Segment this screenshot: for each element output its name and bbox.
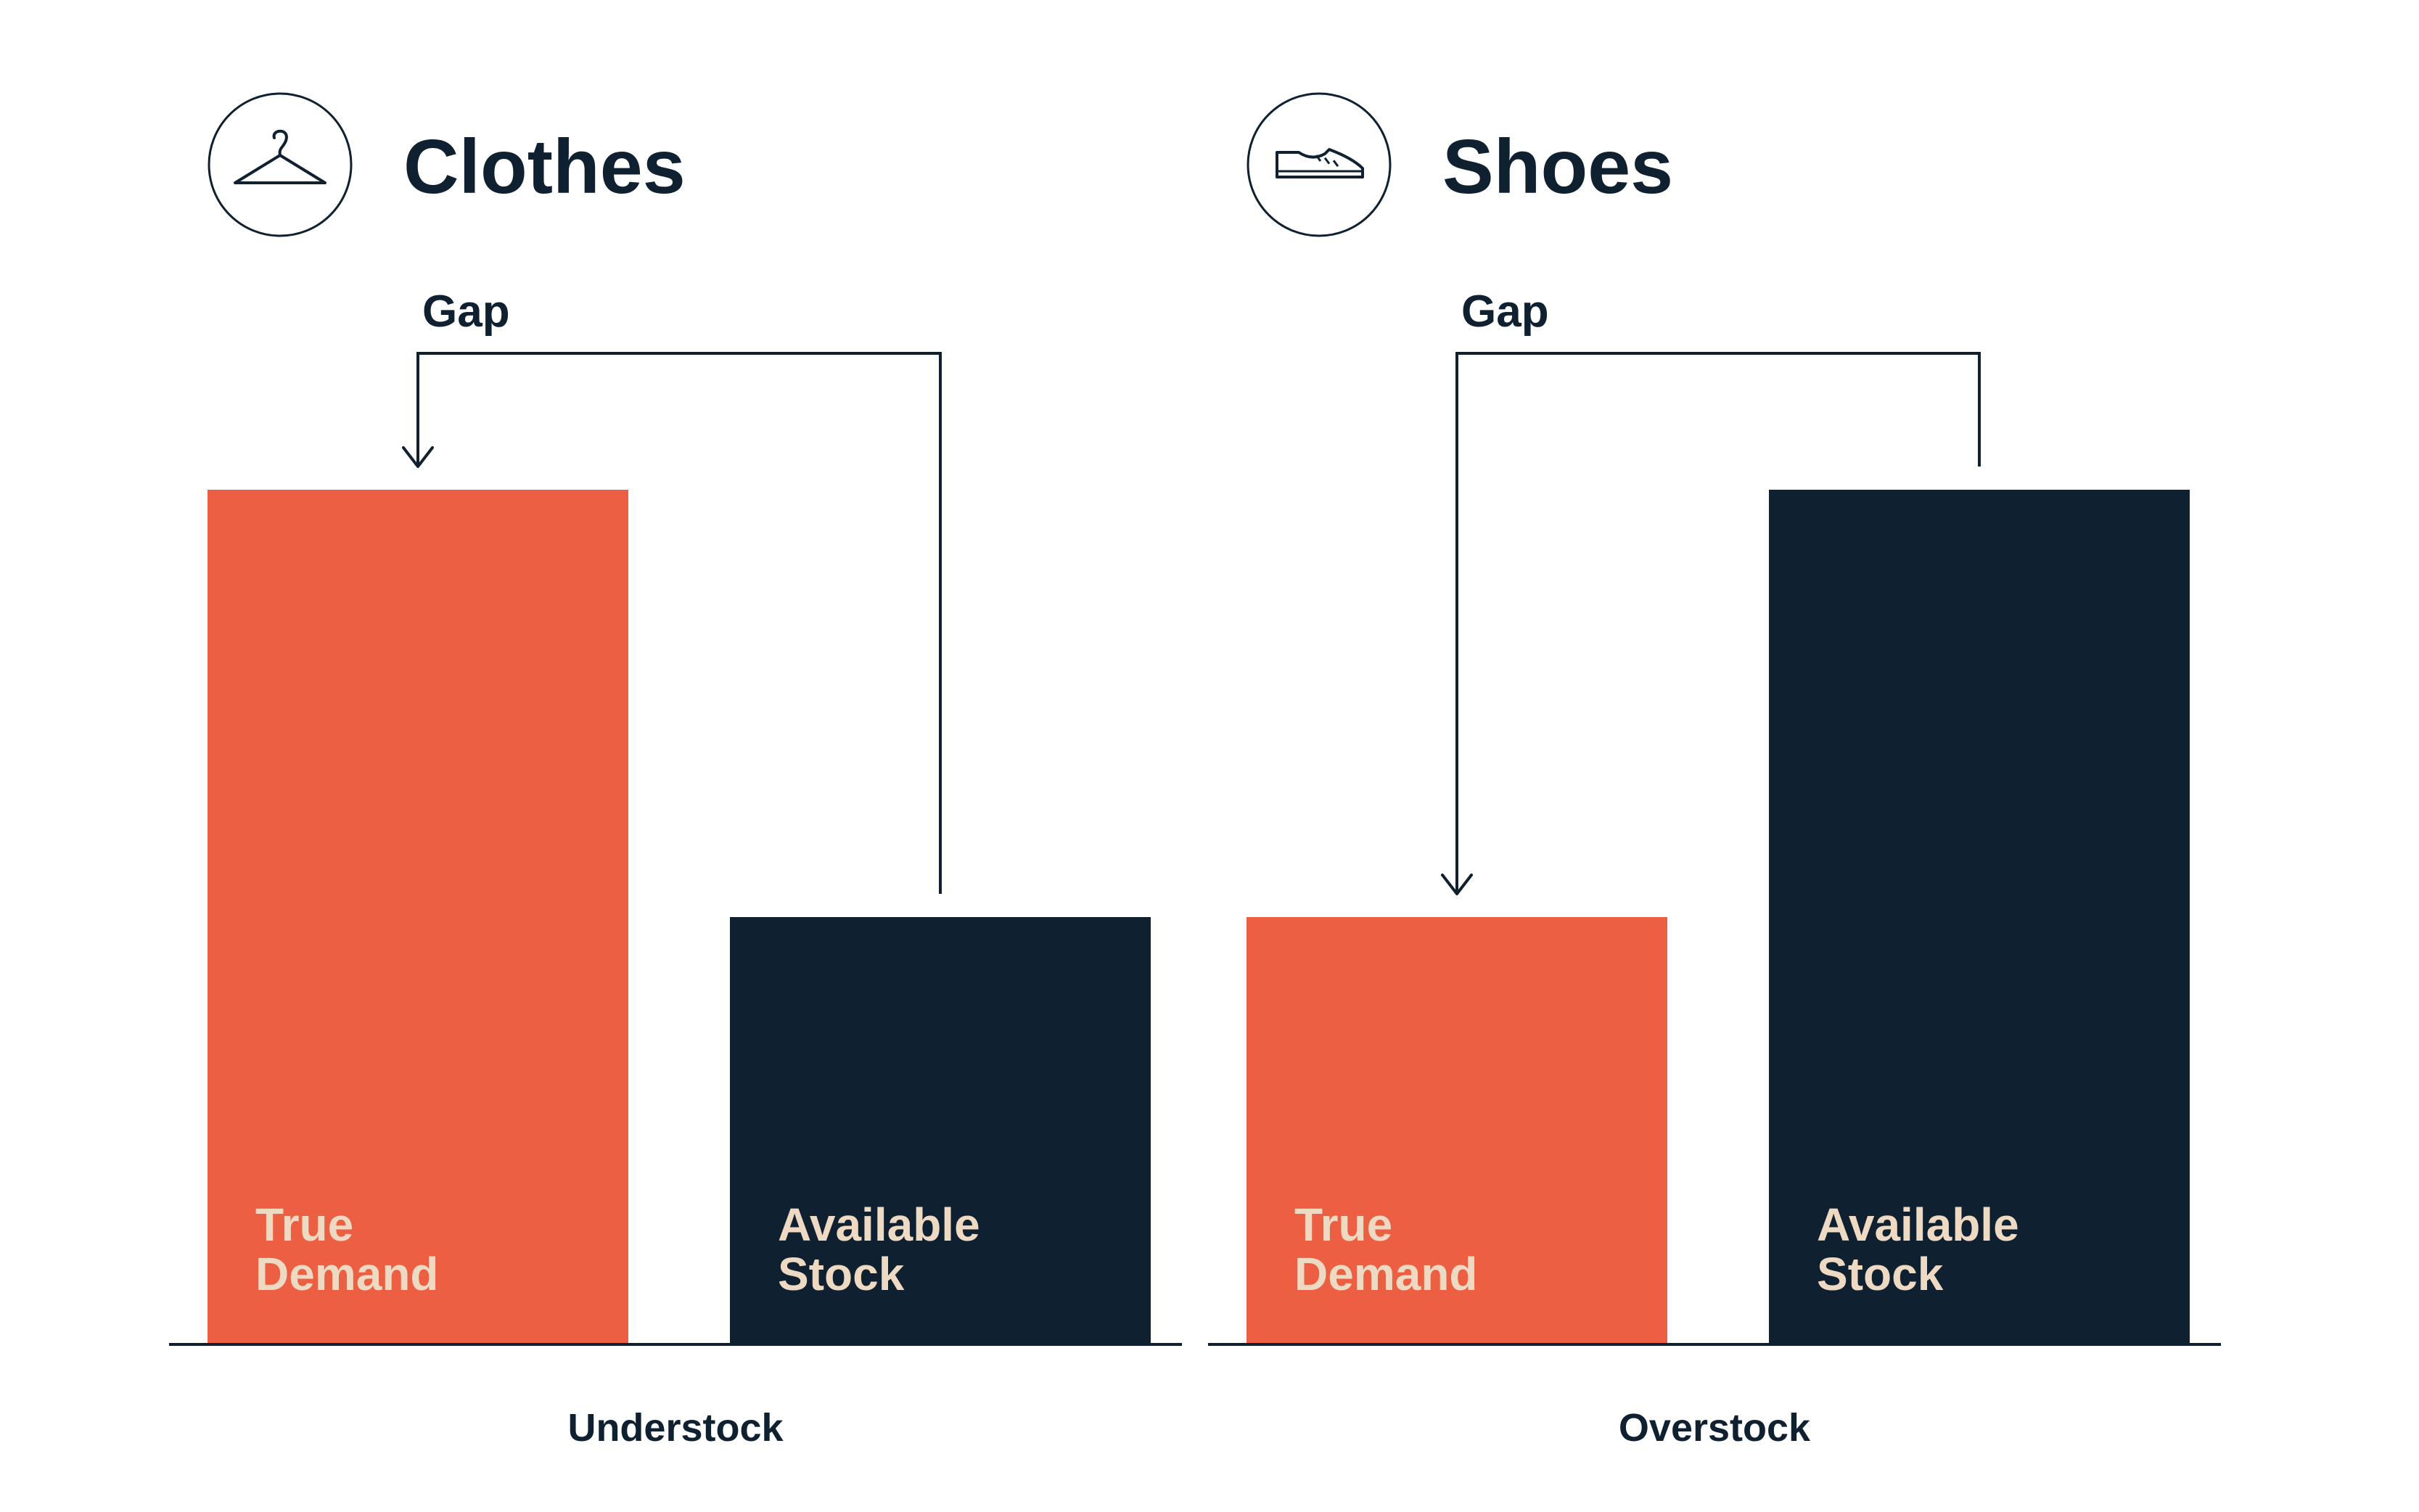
gap-label: Gap [422,287,510,337]
bar-label: True Demand [1294,1199,1478,1300]
bar-label: Available Stock [778,1199,980,1300]
gap-bracket [1441,352,1981,895]
bar-available-stock [730,917,1151,1344]
arrow-down-icon [402,446,434,468]
bar-label: True Demand [255,1199,439,1300]
shoe-icon [1247,92,1392,237]
chart-panel-clothes: Clothes True Demand Available Stock Gap Unders… [169,92,1182,1450]
bar-label: Available Stock [1817,1199,2019,1300]
arrow-down-icon [1441,874,1473,895]
bar-available-stock [1769,490,2190,1344]
chart-title: Shoes [1442,124,1673,210]
gap-bracket [402,352,942,894]
hanger-icon [208,92,353,237]
x-axis-label: Overstock [1619,1406,1811,1450]
x-axis-label: Understock [567,1406,784,1450]
gap-label: Gap [1461,287,1549,337]
chart-title: Clothes [403,124,686,210]
bar-true-demand [208,490,628,1344]
bar-true-demand [1247,917,1667,1344]
chart-panel-shoes: Shoes True Demand Available Stock Gap Overstoc… [1208,92,2221,1450]
